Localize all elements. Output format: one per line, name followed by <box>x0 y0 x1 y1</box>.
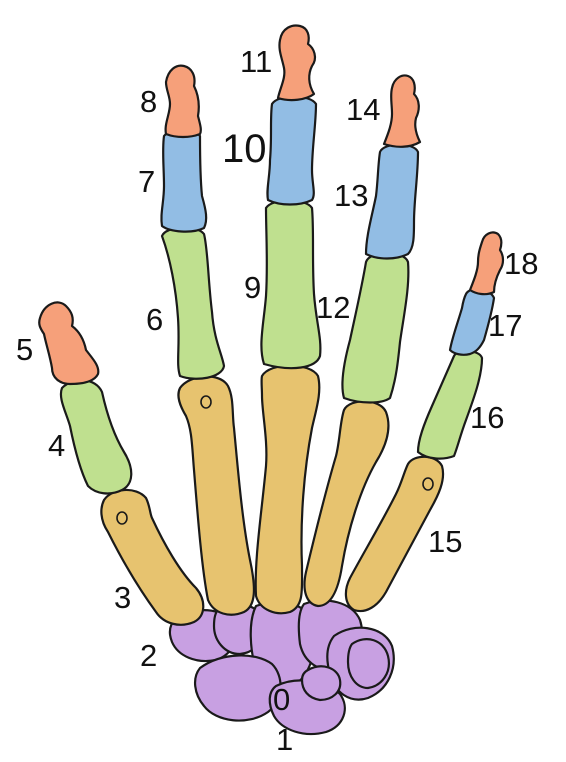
index-middle-phalanx <box>160 128 208 233</box>
label-8: 8 <box>140 84 157 119</box>
label-5: 5 <box>16 332 33 367</box>
label-11: 11 <box>240 44 272 79</box>
ring-proximal-phalanx <box>341 251 410 404</box>
little-middle-phalanx <box>448 288 496 356</box>
thumb-metacarpal <box>100 488 205 626</box>
label-14: 14 <box>346 92 380 127</box>
index-metacarpal <box>177 375 256 616</box>
label-6: 6 <box>146 302 163 337</box>
little-distal-phalanx <box>468 231 505 296</box>
carpal-scaphoid <box>194 654 282 722</box>
index-metacarpal-hole <box>200 395 212 409</box>
middle-finger-bones <box>254 24 322 615</box>
carpal-bones <box>168 599 395 736</box>
middle-metacarpal <box>254 364 321 615</box>
label-15: 15 <box>428 524 462 559</box>
middle-middle-phalanx <box>266 95 318 206</box>
label-1: 1 <box>276 722 293 757</box>
label-17: 17 <box>488 308 522 343</box>
thumb-bones <box>38 301 205 626</box>
label-13: 13 <box>334 178 368 213</box>
middle-proximal-phalanx <box>260 199 322 370</box>
ring-distal-phalanx <box>382 74 422 148</box>
little-metacarpal <box>344 455 445 613</box>
little-metacarpal-hole <box>422 477 434 491</box>
carpal-pisiform <box>346 638 390 690</box>
label-0: 0 <box>273 682 290 717</box>
little-proximal-phalanx <box>416 349 484 460</box>
thumb-metacarpal-hole <box>116 511 128 525</box>
ring-metacarpal <box>303 400 390 608</box>
label-10: 10 <box>222 127 267 171</box>
label-16: 16 <box>470 400 504 435</box>
label-18: 18 <box>504 246 538 281</box>
label-3: 3 <box>114 580 131 615</box>
little-finger-bones <box>344 231 505 613</box>
label-12: 12 <box>316 290 350 325</box>
ring-middle-phalanx <box>364 143 420 260</box>
carpal-small <box>300 665 342 702</box>
label-9: 9 <box>244 270 261 305</box>
index-distal-phalanx <box>164 64 202 139</box>
ring-finger-bones <box>303 74 422 608</box>
thumb-distal-phalanx <box>38 301 100 386</box>
label-4: 4 <box>48 428 65 463</box>
thumb-proximal-phalanx <box>59 379 133 495</box>
label-7: 7 <box>138 164 155 199</box>
index-proximal-phalanx <box>160 226 226 380</box>
middle-distal-phalanx <box>276 24 317 102</box>
bone-labels: 0 1 2 3 4 5 6 7 8 9 10 11 12 13 14 15 16… <box>16 44 538 757</box>
label-2: 2 <box>140 638 157 673</box>
index-finger-bones <box>160 64 256 616</box>
